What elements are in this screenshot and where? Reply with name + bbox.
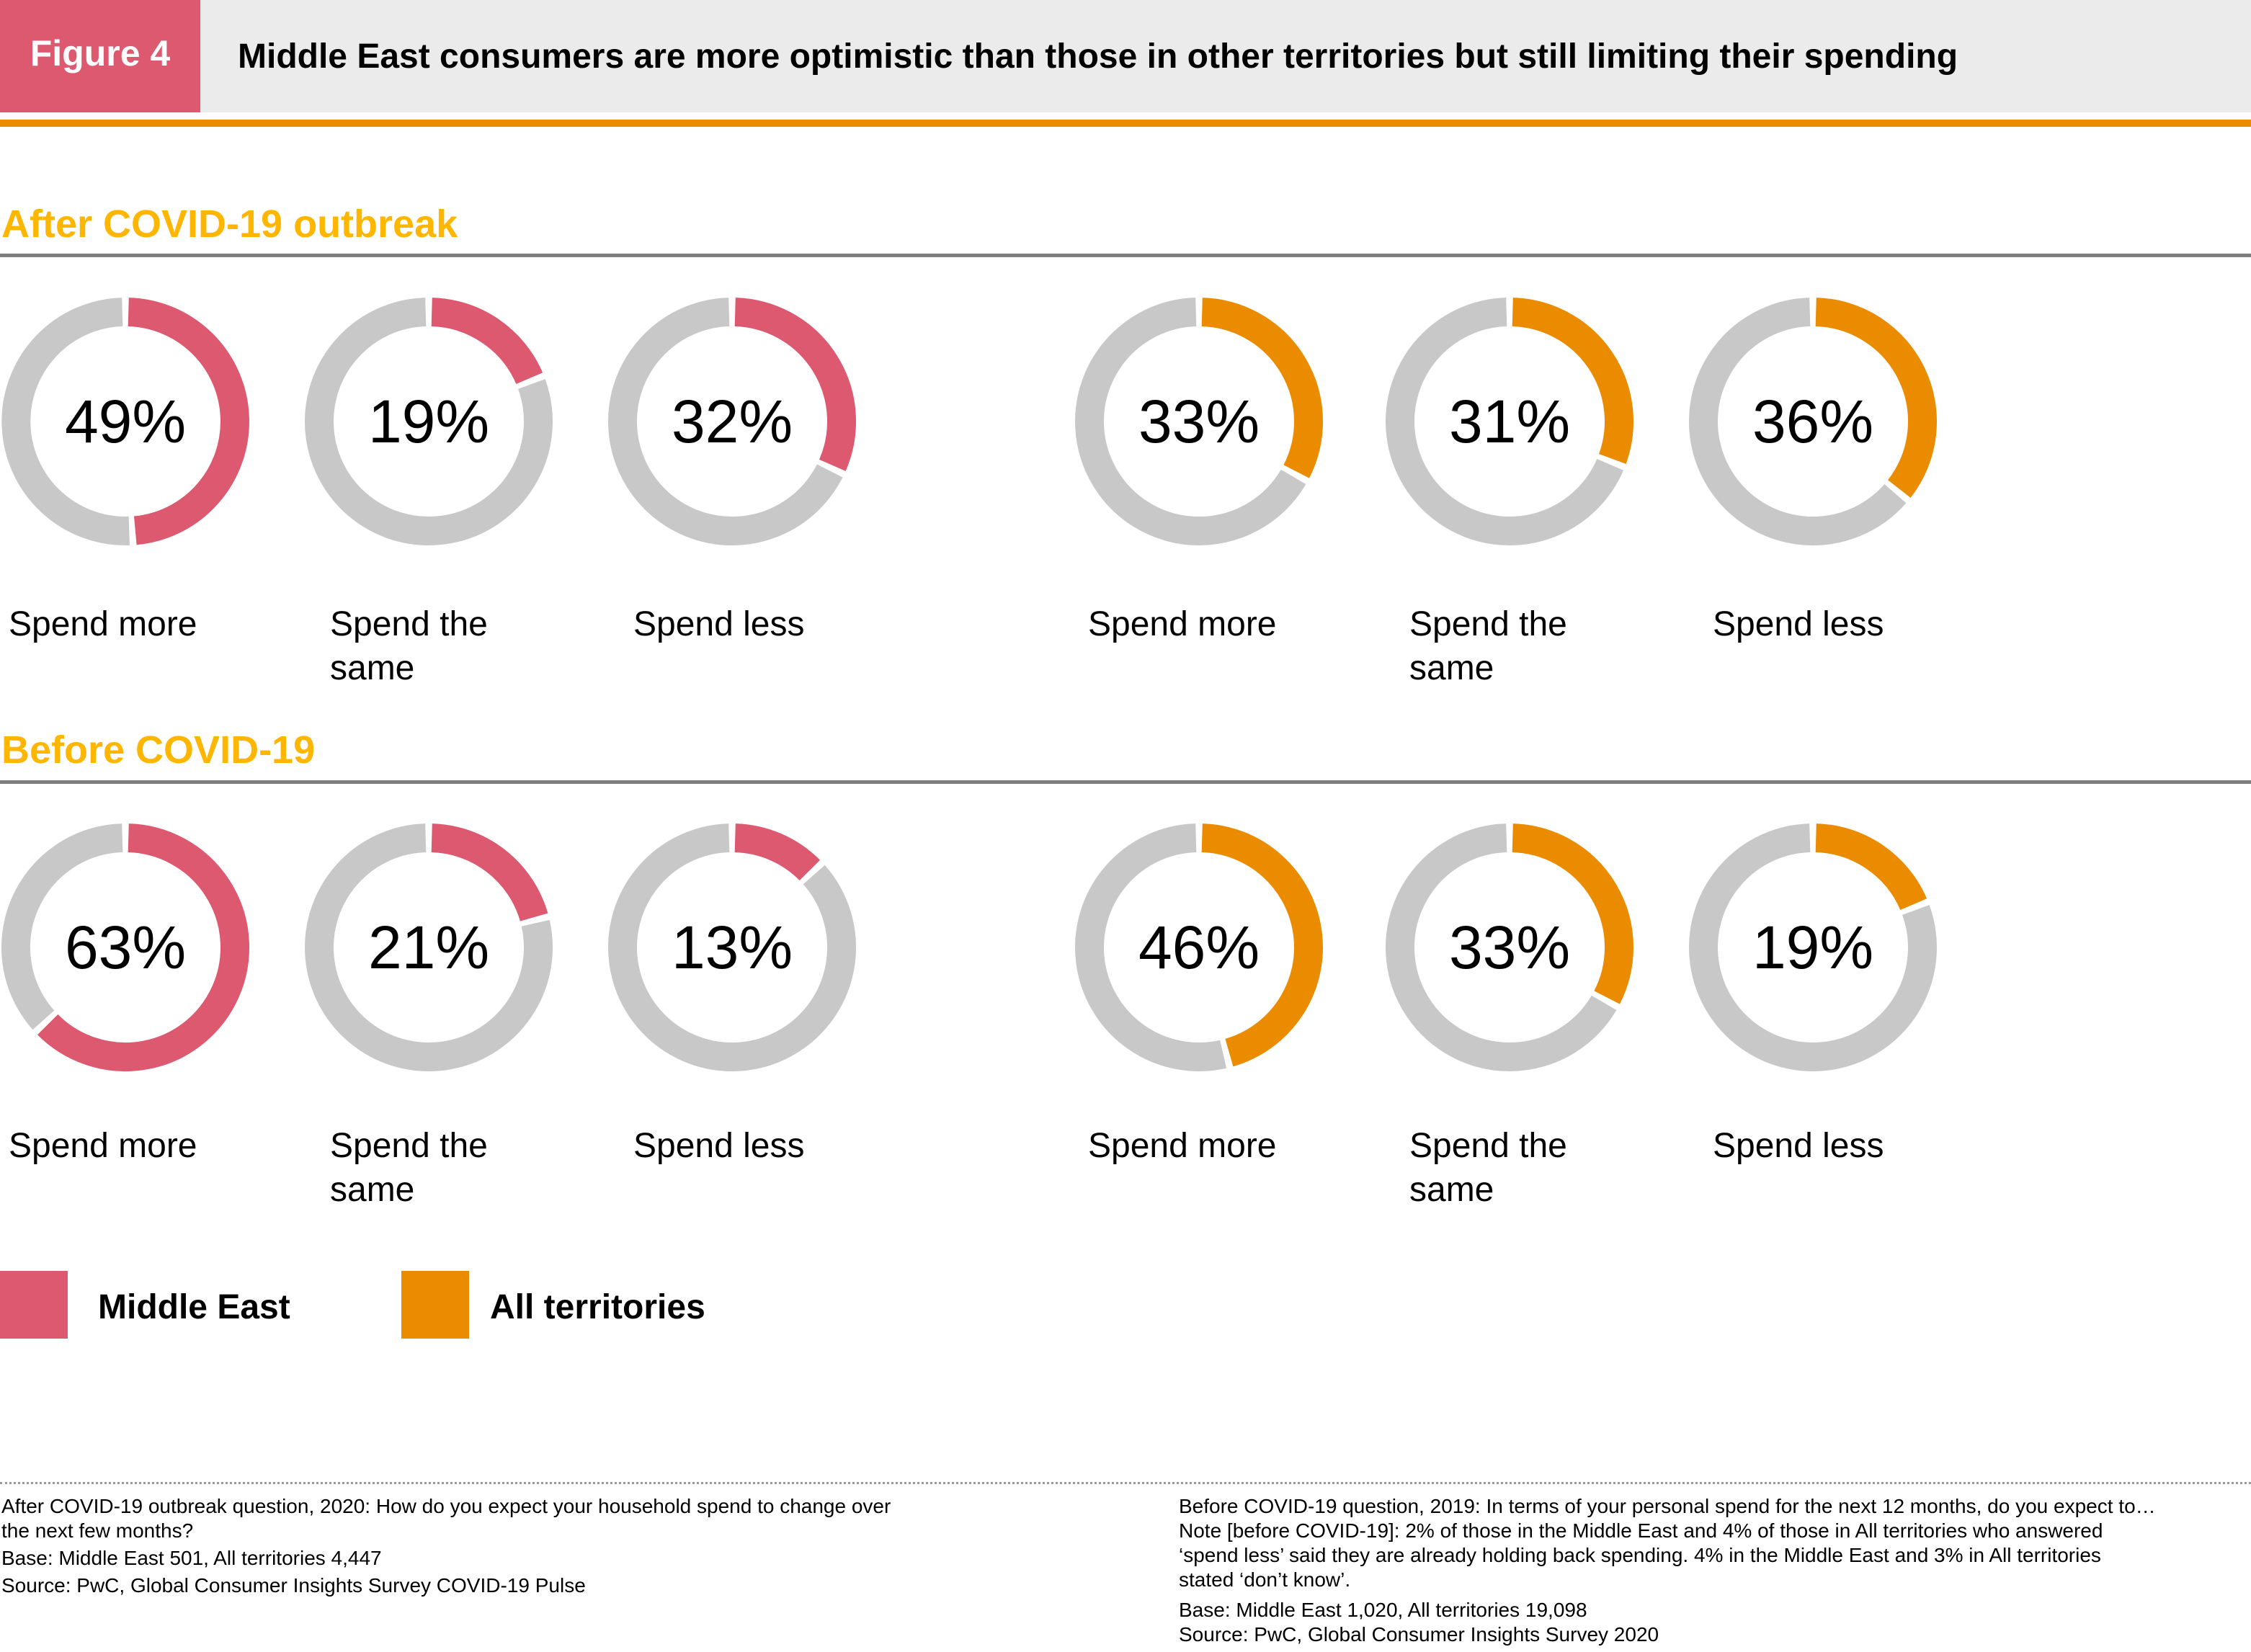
label-text: Spend less — [633, 605, 805, 643]
section-title-before: Before COVID-19 — [1, 728, 316, 772]
donut-value-label: 13% — [672, 914, 793, 981]
note-right-line: Before COVID-19 question, 2019: In terms… — [1179, 1495, 2156, 1517]
label-before-me-spend-more: Spend more — [9, 1124, 225, 1168]
donut-value-label: 33% — [1449, 914, 1570, 981]
label-text: Spend less — [633, 1127, 805, 1165]
donut-value-label: 46% — [1138, 914, 1260, 981]
note-right-line: Base: Middle East 1,020, All territories… — [1179, 1599, 1587, 1621]
note-left-line: Base: Middle East 501, All territories 4… — [1, 1547, 382, 1569]
donut-value-arc — [1201, 823, 1323, 1067]
donut-value-arc — [1815, 298, 1937, 498]
label-text: Spend the — [330, 1127, 488, 1165]
donut-track-arc — [305, 298, 553, 545]
donut-track-arc — [1075, 298, 1306, 545]
donut-value-label: 31% — [1449, 388, 1570, 455]
section-divider-after — [0, 254, 2251, 257]
donut-value-arc — [1512, 823, 1633, 1004]
note-right-line: ‘spend less’ said they are already holdi… — [1179, 1544, 2101, 1566]
donut-value-label: 63% — [65, 914, 186, 981]
section-title-after: After COVID-19 outbreak — [1, 202, 458, 246]
label-text: same — [1409, 1171, 1494, 1209]
donut-value-label: 21% — [368, 914, 489, 981]
note-left-line: After COVID-19 outbreak question, 2020: … — [1, 1495, 891, 1517]
donut-track-arc — [1074, 823, 1227, 1071]
header-divider — [0, 120, 2251, 127]
label-after-all-spend-less: Spend less — [1713, 602, 1929, 646]
donut-value-arc — [128, 298, 249, 545]
donut-value-arc — [37, 823, 250, 1071]
note-right-line: Source: PwC, Global Consumer Insights Su… — [1179, 1623, 1659, 1646]
label-text: same — [330, 649, 415, 687]
label-text: Spend more — [9, 605, 197, 643]
label-after-all-spend-same: Spend the same — [1409, 602, 1626, 690]
page-title: Middle East consumers are more optimisti… — [238, 37, 1958, 76]
donut-track-arc — [1689, 823, 1937, 1071]
donut-value-arc — [431, 298, 543, 385]
label-after-me-spend-same: Spend the same — [330, 602, 546, 690]
donut-track-arc — [1386, 298, 1624, 545]
label-text: same — [1409, 649, 1494, 687]
donut-track-arc — [305, 823, 553, 1071]
donut-value-arc — [1512, 298, 1633, 464]
label-before-me-spend-less: Spend less — [633, 1124, 850, 1168]
label-text: Spend more — [1088, 605, 1277, 643]
label-text: Spend less — [1713, 1127, 1884, 1165]
donut-value-label: 49% — [65, 388, 186, 455]
label-before-all-spend-same: Spend the same — [1409, 1124, 1626, 1212]
label-text: Spend the — [330, 605, 488, 643]
note-right-line: Note [before COVID-19]: 2% of those in t… — [1179, 1519, 2103, 1542]
label-after-me-spend-more: Spend more — [9, 602, 225, 646]
note-left-line: the next few months? — [1, 1519, 194, 1542]
legend-swatch-all-territories — [401, 1271, 469, 1339]
donut-track-arc — [1689, 298, 1907, 545]
label-after-me-spend-less: Spend less — [633, 602, 850, 646]
donut-track-arc — [1386, 823, 1617, 1071]
legend-swatch-middle-east — [0, 1271, 68, 1339]
donut-track-arc — [608, 298, 843, 545]
legend-label-all-territories: All territories — [490, 1288, 705, 1326]
notes-divider — [0, 1482, 2251, 1484]
figure-badge: Figure 4 — [0, 0, 200, 112]
donut-value-arc — [734, 298, 856, 471]
label-text: Spend more — [9, 1127, 197, 1165]
donut-value-label: 36% — [1752, 388, 1873, 455]
donut-track-arc — [1, 823, 123, 1030]
donut-track-arc — [608, 823, 856, 1071]
donut-value-label: 32% — [672, 388, 793, 455]
donut-value-arc — [734, 823, 821, 881]
section-divider-before — [0, 780, 2251, 784]
label-before-all-spend-more: Spend more — [1088, 1124, 1304, 1168]
note-right-line: stated ‘don’t know’. — [1179, 1568, 1351, 1591]
label-text: same — [330, 1171, 415, 1209]
header-bar — [0, 0, 2251, 112]
label-text: Spend more — [1088, 1127, 1277, 1165]
label-text: Spend the — [1409, 605, 1567, 643]
legend-label-middle-east: Middle East — [98, 1288, 290, 1326]
donut-track-arc — [1, 298, 130, 545]
donut-value-label: 19% — [368, 388, 489, 455]
label-before-all-spend-less: Spend less — [1713, 1124, 1929, 1168]
note-left-line: Source: PwC, Global Consumer Insights Su… — [1, 1574, 586, 1597]
donut-value-arc — [431, 823, 548, 922]
donut-value-label: 33% — [1138, 388, 1260, 455]
label-after-all-spend-more: Spend more — [1088, 602, 1304, 646]
donut-value-arc — [1815, 823, 1927, 911]
donut-value-label: 19% — [1752, 914, 1873, 981]
label-before-me-spend-same: Spend the same — [330, 1124, 546, 1212]
label-text: Spend less — [1713, 605, 1884, 643]
label-text: Spend the — [1409, 1127, 1567, 1165]
donut-value-arc — [1201, 298, 1323, 478]
